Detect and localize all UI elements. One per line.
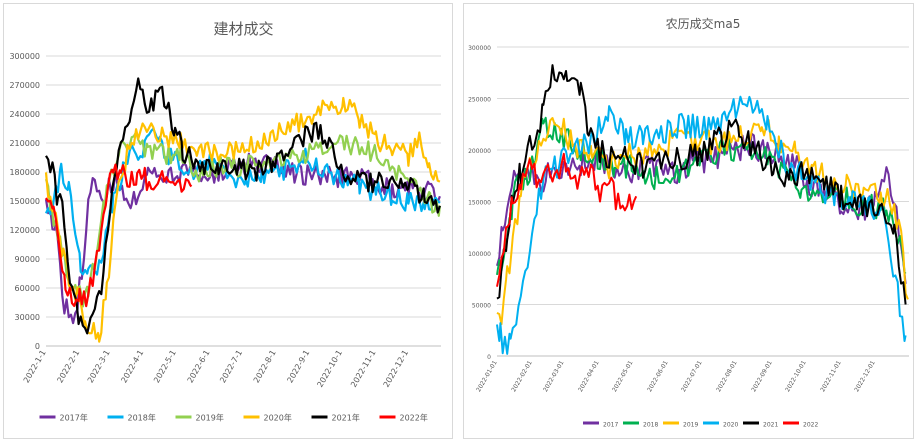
x-tick-label: 2022-11-01 <box>819 359 843 393</box>
x-tick-label: 2022-12-01 <box>853 359 877 393</box>
y-tick-label: 300000 <box>468 45 491 52</box>
series-line <box>45 163 193 308</box>
y-tick-label: 90000 <box>15 255 40 264</box>
chart-lunar-ma5-svg: 农历成交ma5 0 50000 100000 150000 200000 250000 300… <box>468 16 909 429</box>
x-tick-label: 2022-11-1 <box>349 349 377 389</box>
y-tick-label: 180000 <box>9 168 40 177</box>
x-tick-label: 2022-7-1 <box>218 349 244 385</box>
legend-label: 2022年 <box>400 413 428 423</box>
legend-label: 2018年 <box>128 413 156 423</box>
series-line <box>496 152 638 287</box>
y-tick-label: 0 <box>487 354 491 361</box>
x-tick-label: 2022-6-1 <box>186 349 212 385</box>
y-tick-label: 30000 <box>15 313 40 322</box>
y-tick-label: 0 <box>35 342 40 351</box>
x-tick-label: 2022-9-1 <box>285 349 311 385</box>
series-line <box>496 95 907 355</box>
x-tick-label: 2022-1-1 <box>22 349 48 385</box>
y-tick-label: 250000 <box>468 97 491 104</box>
chart-title: 建材成交 <box>213 20 273 38</box>
y-tick-label: 200000 <box>468 148 491 155</box>
y-tick-label: 100000 <box>468 251 491 258</box>
chart-title: 农历成交ma5 <box>666 16 741 31</box>
legend-label: 2020年 <box>264 413 292 423</box>
y-tick-label: 150000 <box>468 200 491 207</box>
legend-label: 2019年 <box>196 413 224 423</box>
y-tick-label: 60000 <box>15 284 40 293</box>
y-tick-label: 150000 <box>9 197 40 206</box>
legend-label: 2017年 <box>60 413 88 423</box>
series-line <box>45 77 441 335</box>
chart-construction-svg: 建材成交 0 30000 60000 90000 120000 150000 180000 21… <box>9 20 441 423</box>
y-tick-label: 210000 <box>9 139 40 148</box>
x-tick-label: 2022-05-01 <box>611 359 635 393</box>
legend-label: 2021 <box>763 422 778 429</box>
legend-label: 2020 <box>723 422 738 429</box>
x-tick-label: 2022-06-01 <box>646 359 670 393</box>
x-tick-label: 2022-3-1 <box>86 349 112 385</box>
y-tick-label: 270000 <box>9 81 40 90</box>
x-tick-label: 2022-5-1 <box>152 349 178 385</box>
legend-label: 2018 <box>643 422 658 429</box>
x-tick-label: 2022-04-01 <box>577 359 601 393</box>
chart-panel-lunar-ma5: 农历成交ma5 0 50000 100000 150000 200000 250000 300… <box>463 3 914 439</box>
x-tick-label: 2022-03-01 <box>542 359 566 393</box>
x-tick-label: 2022-09-01 <box>750 359 774 393</box>
x-tick-label: 2022-08-01 <box>715 359 739 393</box>
series-line <box>496 64 907 305</box>
chart-panel-construction: 建材成交 0 30000 60000 90000 120000 150000 180000 21… <box>3 3 453 439</box>
x-tick-label: 2022-4-1 <box>119 349 145 385</box>
series-line <box>44 96 441 343</box>
x-tick-label: 2022-10-01 <box>784 359 808 393</box>
legend-label: 2022 <box>803 422 818 429</box>
x-tick-label: 2022-8-1 <box>252 349 278 385</box>
x-tick-label: 2022-01-01 <box>475 359 499 393</box>
x-tick-label: 2022-02-01 <box>510 359 534 393</box>
legend-label: 2021年 <box>332 413 360 423</box>
legend-label: 2019 <box>683 422 698 429</box>
legend-label: 2017 <box>603 422 618 429</box>
x-tick-label: 2022-2-1 <box>55 349 81 385</box>
x-tick-label: 2022-10-1 <box>315 349 343 389</box>
y-tick-label: 240000 <box>9 110 40 119</box>
y-tick-label: 50000 <box>472 303 491 310</box>
x-tick-label: 2022-12-1 <box>382 349 410 389</box>
y-tick-label: 120000 <box>9 226 40 235</box>
y-tick-label: 300000 <box>9 52 40 61</box>
x-tick-label: 2022-07-01 <box>680 359 704 393</box>
series-line <box>44 131 441 308</box>
